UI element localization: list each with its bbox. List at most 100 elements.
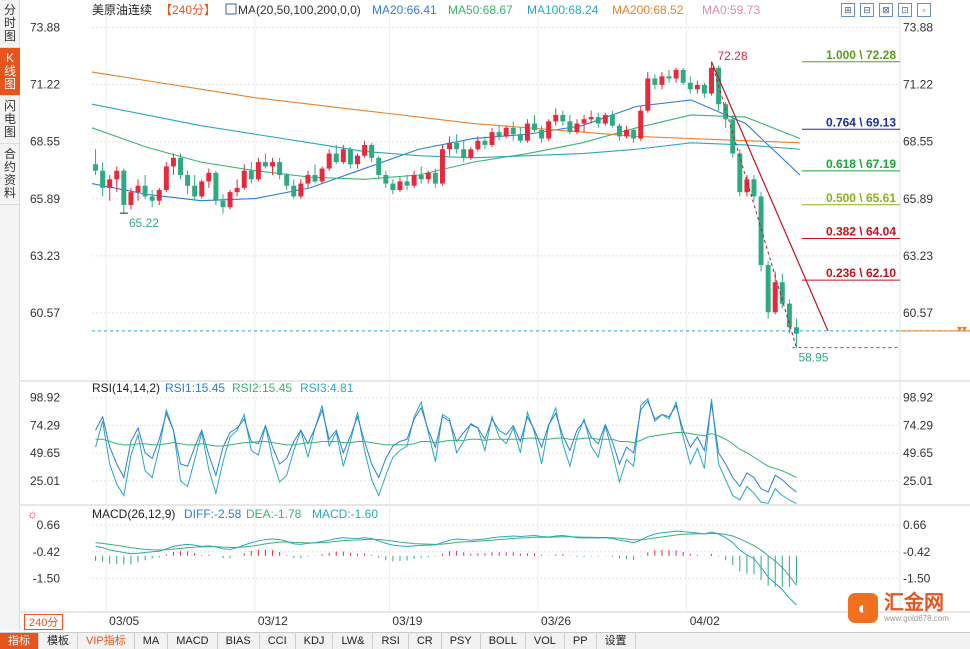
- candle-body: [765, 265, 771, 313]
- indicator-tab-ma[interactable]: MA: [135, 632, 169, 649]
- indicator-tab-cr[interactable]: CR: [409, 632, 442, 649]
- candle-body: [475, 140, 481, 150]
- candle-body: [454, 142, 460, 150]
- candle-body: [305, 174, 311, 184]
- toolbar-icon-4[interactable]: ▫: [917, 3, 931, 17]
- candle-body: [532, 123, 537, 130]
- candle-body: [468, 149, 474, 158]
- macd-tick-left: 0.66: [37, 518, 61, 532]
- chart-toolbar: ⊞ ⊟ ⊠ ⊡ ▫: [836, 3, 931, 17]
- candle-body: [751, 179, 757, 197]
- candle-body: [418, 174, 424, 180]
- candle-body: [411, 174, 417, 186]
- candle-body: [560, 114, 566, 122]
- candle-body: [496, 132, 502, 137]
- indicator-tab-vip指标[interactable]: VIP指标: [78, 632, 135, 649]
- header-label-2: MA(20,50,100,200,0,0): [238, 3, 361, 17]
- candle-body: [206, 172, 212, 182]
- indicator-tab-指标[interactable]: 指标: [0, 632, 39, 649]
- indicator-tab-kdj[interactable]: KDJ: [296, 632, 334, 649]
- candle-body: [121, 170, 127, 206]
- start-low-label: 65.22: [129, 216, 159, 230]
- candle-body: [723, 104, 729, 120]
- candle-body: [362, 144, 368, 156]
- candle-body: [439, 149, 445, 184]
- candle-body: [602, 114, 608, 124]
- macd-dea-value: DEA:-1.78: [246, 507, 302, 521]
- candle-body: [149, 196, 155, 201]
- indicator-tab-模板[interactable]: 模板: [39, 632, 78, 649]
- candle-body: [425, 172, 431, 180]
- candle-body: [333, 153, 339, 163]
- candle-body: [758, 196, 764, 266]
- candle-body: [270, 162, 276, 167]
- candle-body: [142, 185, 148, 197]
- fib-base-line: [711, 61, 797, 348]
- candle-body: [652, 78, 658, 85]
- header-label-5: MA100:68.24: [527, 3, 599, 17]
- indicator-tab-boll[interactable]: BOLL: [481, 632, 526, 649]
- macd-tick-right: -0.42: [903, 545, 931, 559]
- candle-body: [779, 282, 785, 304]
- candle-body: [624, 129, 630, 137]
- side-tab-2[interactable]: 闪电图: [0, 96, 20, 144]
- candle-body: [326, 153, 332, 169]
- candle-body: [744, 179, 750, 193]
- price-tick-right: 71.22: [903, 77, 933, 91]
- price-tick-right: 73.88: [903, 20, 933, 34]
- rsi1-value: RSI1:15.45: [165, 381, 225, 395]
- high-label: 72.28: [718, 49, 748, 63]
- toolbar-icon-3[interactable]: ⊡: [898, 3, 912, 17]
- rsi-tick-left: 98.92: [30, 391, 60, 405]
- fib-label-0.500: 0.500 \ 65.61: [826, 191, 896, 205]
- rsi3-value: RSI3:4.81: [300, 381, 354, 395]
- candle-body: [170, 157, 176, 167]
- fib-label-0.764: 0.764 \ 69.13: [826, 115, 896, 129]
- time-label: 03/26: [541, 614, 571, 628]
- price-tick-right: 63.23: [903, 249, 933, 263]
- macd-diff-line: [95, 530, 797, 606]
- indicator-tab-psy[interactable]: PSY: [442, 632, 481, 649]
- toolbar-icon-2[interactable]: ⊠: [879, 3, 893, 17]
- candle-body: [312, 174, 318, 182]
- header-label-3: MA20:66.41: [372, 3, 437, 17]
- ma-settings-icon: [225, 3, 237, 15]
- candle-body: [694, 84, 700, 90]
- candle-body: [404, 181, 410, 186]
- indicator-tab-pp[interactable]: PP: [565, 632, 597, 649]
- header-label-0: 美原油连续: [92, 2, 152, 17]
- candle-body: [737, 153, 743, 193]
- indicator-tab-rsi[interactable]: RSI: [373, 632, 409, 649]
- indicator-tab-macd[interactable]: MACD: [168, 632, 218, 649]
- price-tick-right: 68.55: [903, 135, 933, 149]
- rsi1-line: [95, 400, 797, 493]
- indicator-tab-vol[interactable]: VOL: [526, 632, 565, 649]
- rsi-tick-right: 49.65: [903, 446, 933, 460]
- candle-body: [397, 181, 403, 190]
- candle-body: [291, 185, 297, 197]
- rsi-tick-right: 25.01: [903, 474, 933, 488]
- candle-body: [489, 132, 495, 145]
- time-label: 04/02: [690, 614, 720, 628]
- candle-body: [347, 149, 353, 165]
- toolbar-icon-1[interactable]: ⊟: [860, 3, 874, 17]
- indicator-tab-设置[interactable]: 设置: [597, 632, 636, 649]
- candle-body: [524, 123, 530, 141]
- candle-body: [128, 192, 134, 206]
- side-tab-3[interactable]: 合约资料: [0, 144, 20, 205]
- rsi2-line: [95, 432, 797, 478]
- indicator-tab-bias[interactable]: BIAS: [218, 632, 260, 649]
- indicator-tab-cci[interactable]: CCI: [260, 632, 296, 649]
- candle-body: [701, 84, 707, 94]
- candle-body: [680, 69, 686, 83]
- candle-body: [432, 172, 438, 184]
- candle-body: [772, 282, 778, 313]
- macd-title: MACD(26,12,9): [92, 507, 175, 521]
- indicator-tab-lw&[interactable]: LW&: [333, 632, 374, 649]
- toolbar-icon-0[interactable]: ⊞: [841, 3, 855, 17]
- side-tab-0[interactable]: 分时图: [0, 0, 20, 48]
- candle-body: [284, 174, 290, 186]
- period-badge[interactable]: 240分: [24, 614, 64, 630]
